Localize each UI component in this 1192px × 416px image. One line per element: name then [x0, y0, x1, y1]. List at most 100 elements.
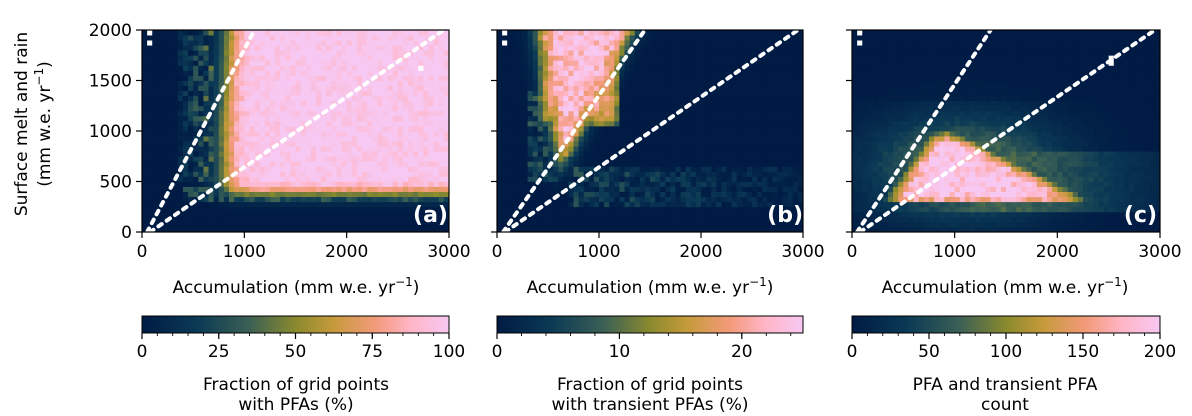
heat-cell: [619, 206, 625, 213]
heat-cell: [502, 75, 508, 81]
heat-cell: [706, 211, 712, 218]
heat-cell: [634, 161, 641, 167]
heat-cell: [497, 85, 503, 91]
heat-cell: [797, 80, 804, 86]
heat-cell: [275, 125, 281, 132]
heat-cell: [423, 45, 429, 51]
heat-cell: [443, 115, 450, 122]
heat-cell: [315, 156, 322, 162]
heat-cell: [223, 146, 230, 152]
heat-cell: [767, 90, 773, 97]
heat-cell: [418, 30, 424, 36]
heat-cell: [356, 75, 363, 81]
heat-cell: [711, 171, 717, 177]
heat-cell: [578, 45, 585, 51]
heat-cell: [772, 226, 778, 233]
heat-cell: [797, 211, 804, 218]
heat-cell: [777, 125, 783, 132]
heat-cell: [443, 55, 450, 61]
heat-cell: [228, 110, 235, 117]
heat-cell: [583, 221, 590, 228]
heat-cell: [213, 80, 220, 86]
heat-cell: [198, 100, 204, 107]
heat-cell: [711, 181, 717, 187]
heat-cell: [285, 186, 291, 192]
heat-cell: [392, 156, 399, 162]
heat-cell: [680, 30, 687, 36]
heat-cell: [507, 191, 513, 198]
heat-cell: [213, 176, 220, 182]
heat-cell: [757, 151, 763, 157]
heat-cell: [568, 65, 574, 71]
heat-cell: [797, 181, 804, 187]
heat-cell: [670, 186, 676, 192]
heat-cell: [300, 110, 307, 117]
heat-cell: [624, 60, 630, 66]
heat-cell: [285, 141, 291, 147]
heat-cell: [356, 181, 363, 187]
heat-cell: [777, 131, 783, 137]
heat-cell: [147, 105, 153, 112]
heat-cell: [517, 146, 523, 152]
heat-cell: [443, 125, 450, 132]
heat-cell: [392, 186, 399, 192]
heat-cell: [772, 55, 778, 61]
heat-cell: [152, 120, 158, 127]
heat-cell: [188, 90, 194, 97]
heat-cell: [228, 191, 235, 198]
heat-cell: [408, 181, 414, 187]
heat-cell: [706, 181, 712, 187]
heat-cell: [746, 110, 753, 117]
heat-cell: [650, 55, 656, 61]
heat-cell: [423, 206, 429, 213]
heat-cell: [402, 141, 409, 147]
heat-cell: [264, 176, 271, 182]
heat-cell: [208, 100, 215, 107]
heat-cell: [736, 151, 743, 157]
heat-cell: [553, 161, 559, 167]
heat-cell: [177, 50, 184, 56]
heat-cell: [392, 141, 399, 147]
heat-cell: [269, 161, 276, 167]
heat-cell: [532, 161, 539, 167]
heat-cell: [660, 186, 666, 192]
heat-cell: [527, 171, 534, 177]
heat-cell: [428, 176, 435, 182]
heat-cell: [305, 151, 312, 157]
heat-cell: [218, 35, 225, 41]
heat-cell: [726, 80, 732, 86]
heat-cell: [228, 40, 235, 46]
heat-cell: [701, 30, 707, 36]
heat-cell: [767, 70, 773, 76]
heat-cell: [736, 125, 743, 132]
heat-cell: [665, 60, 671, 66]
heat-cell: [787, 120, 794, 127]
heat-cell: [558, 141, 564, 147]
heat-cell: [275, 65, 281, 71]
heat-cell: [772, 120, 778, 127]
heat-cell: [558, 115, 564, 122]
heat-cell: [629, 156, 636, 162]
heat-cell: [522, 45, 528, 51]
heat-cell: [418, 70, 424, 76]
heat-cell: [670, 100, 676, 107]
heat-cell: [746, 186, 753, 192]
heat-cell: [280, 146, 286, 152]
heat-cell: [777, 45, 783, 51]
heat-cell: [147, 206, 153, 213]
heat-cell: [650, 151, 656, 157]
heat-cell: [418, 156, 424, 162]
heat-cell: [228, 161, 235, 167]
heat-cell: [387, 221, 394, 228]
heat-cell: [331, 115, 337, 122]
heat-cell: [639, 70, 646, 76]
heat-cell: [588, 125, 595, 132]
heat-cell: [767, 85, 773, 91]
heat-cell: [614, 156, 620, 162]
heat-cell: [639, 115, 646, 122]
heat-cell: [269, 201, 276, 208]
heat-cell: [599, 141, 605, 147]
heat-cell: [568, 211, 574, 218]
heat-cell: [629, 80, 636, 86]
heat-cell: [152, 45, 158, 51]
